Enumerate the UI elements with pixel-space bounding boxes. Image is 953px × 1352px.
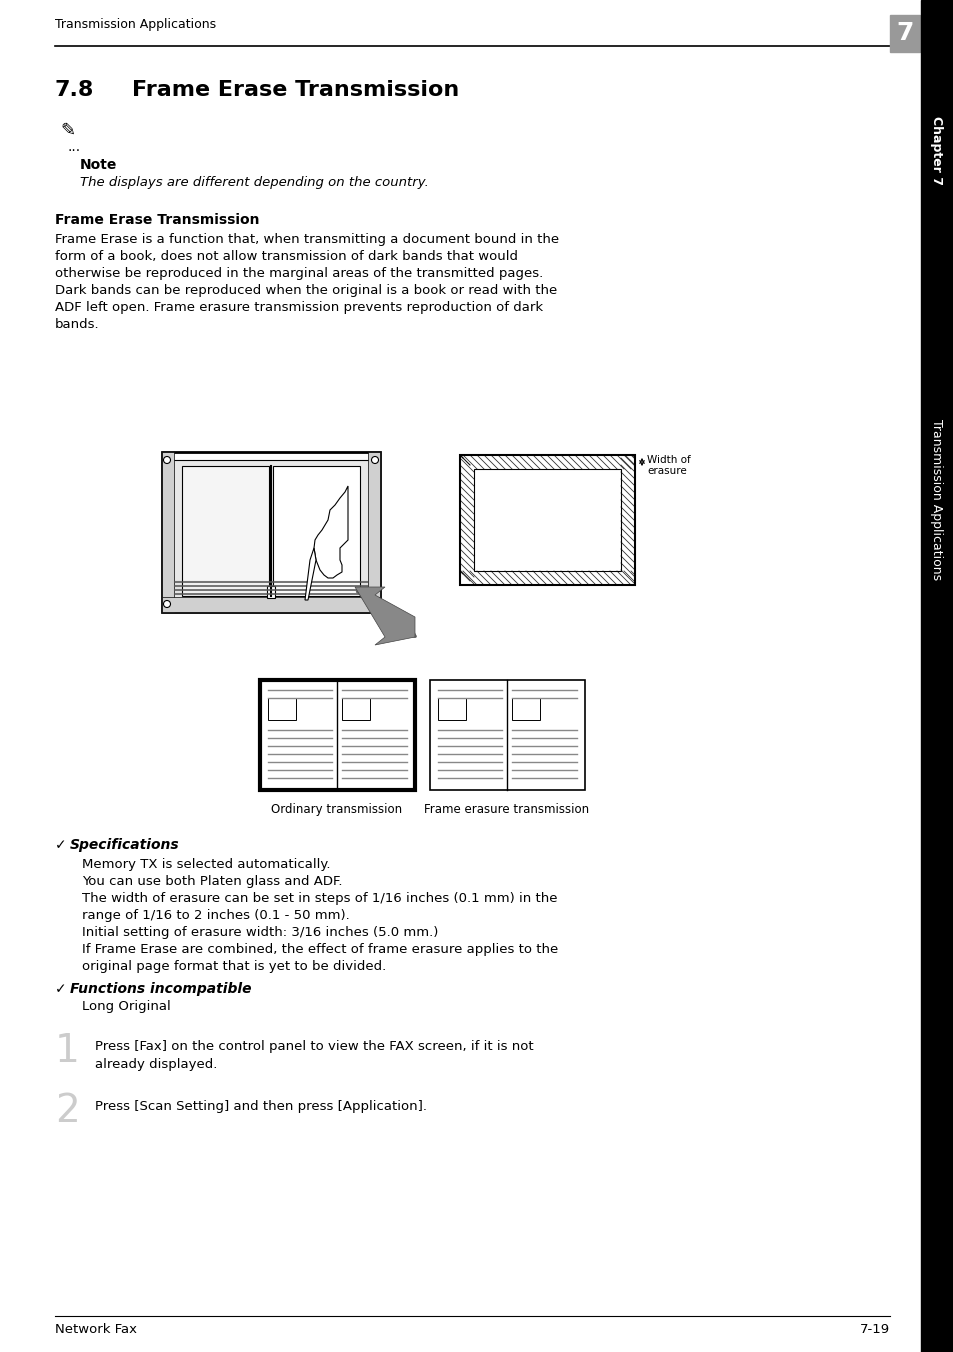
Text: Long Original: Long Original xyxy=(82,1000,171,1013)
Polygon shape xyxy=(314,485,348,579)
Bar xyxy=(920,0,953,1352)
Bar xyxy=(474,469,620,571)
Text: Transmission Applications: Transmission Applications xyxy=(55,18,216,31)
Circle shape xyxy=(163,600,171,607)
Text: ADF left open. Frame erasure transmission prevents reproduction of dark: ADF left open. Frame erasure transmissio… xyxy=(55,301,542,314)
Bar xyxy=(172,460,370,600)
Text: The displays are different depending on the country.: The displays are different depending on … xyxy=(80,176,429,189)
Bar xyxy=(341,698,370,721)
Bar xyxy=(267,585,274,598)
Text: Frame Erase Transmission: Frame Erase Transmission xyxy=(55,214,259,227)
Text: ✓: ✓ xyxy=(55,838,67,852)
Circle shape xyxy=(163,457,171,464)
Text: Network Fax: Network Fax xyxy=(55,1324,137,1336)
Text: Ordinary transmission: Ordinary transmission xyxy=(272,803,402,817)
Text: Transmission Applications: Transmission Applications xyxy=(929,419,943,580)
Bar xyxy=(260,680,415,790)
Bar xyxy=(368,452,379,612)
Circle shape xyxy=(371,457,378,464)
Bar xyxy=(889,15,919,51)
Text: 7: 7 xyxy=(896,22,913,45)
Text: bands.: bands. xyxy=(55,318,99,331)
Bar xyxy=(437,698,465,721)
Text: Specifications: Specifications xyxy=(70,838,179,852)
Text: form of a book, does not allow transmission of dark bands that would: form of a book, does not allow transmiss… xyxy=(55,250,517,264)
Text: Press [Fax] on the control panel to view the FAX screen, if it is not: Press [Fax] on the control panel to view… xyxy=(95,1040,533,1053)
Text: original page format that is yet to be divided.: original page format that is yet to be d… xyxy=(82,960,386,973)
Text: 2: 2 xyxy=(55,1092,80,1130)
Text: ...: ... xyxy=(68,141,81,154)
Text: Initial setting of erasure width: 3/16 inches (5.0 mm.): Initial setting of erasure width: 3/16 i… xyxy=(82,926,438,940)
Bar xyxy=(512,698,539,721)
Polygon shape xyxy=(305,548,315,600)
Text: Note: Note xyxy=(80,158,117,172)
Text: If Frame Erase are combined, the effect of frame erasure applies to the: If Frame Erase are combined, the effect … xyxy=(82,942,558,956)
Bar xyxy=(268,698,295,721)
Text: Width of: Width of xyxy=(646,456,690,465)
Text: erasure: erasure xyxy=(646,466,686,476)
Text: Functions incompatible: Functions incompatible xyxy=(70,982,252,996)
Text: Press [Scan Setting] and then press [Application].: Press [Scan Setting] and then press [App… xyxy=(95,1101,427,1113)
Text: Memory TX is selected automatically.: Memory TX is selected automatically. xyxy=(82,859,330,871)
Text: 7.8: 7.8 xyxy=(55,80,94,100)
Bar xyxy=(430,680,584,790)
Text: 7-19: 7-19 xyxy=(859,1324,889,1336)
Text: Frame erasure transmission: Frame erasure transmission xyxy=(424,803,589,817)
Text: Chapter 7: Chapter 7 xyxy=(929,115,943,184)
Text: Frame Erase is a function that, when transmitting a document bound in the: Frame Erase is a function that, when tra… xyxy=(55,233,558,246)
Bar xyxy=(162,452,173,612)
Text: Dark bands can be reproduced when the original is a book or read with the: Dark bands can be reproduced when the or… xyxy=(55,284,557,297)
Bar xyxy=(162,598,379,612)
Text: ✎: ✎ xyxy=(60,122,75,141)
Text: You can use both Platen glass and ADF.: You can use both Platen glass and ADF. xyxy=(82,875,342,888)
Text: Frame Erase Transmission: Frame Erase Transmission xyxy=(132,80,458,100)
Bar xyxy=(273,466,359,596)
Text: otherwise be reproduced in the marginal areas of the transmitted pages.: otherwise be reproduced in the marginal … xyxy=(55,266,542,280)
Bar xyxy=(162,452,379,612)
Text: range of 1/16 to 2 inches (0.1 - 50 mm).: range of 1/16 to 2 inches (0.1 - 50 mm). xyxy=(82,909,350,922)
Text: 1: 1 xyxy=(55,1032,80,1069)
Text: The width of erasure can be set in steps of 1/16 inches (0.1 mm) in the: The width of erasure can be set in steps… xyxy=(82,892,557,904)
Polygon shape xyxy=(355,587,415,645)
Circle shape xyxy=(371,600,378,607)
Text: already displayed.: already displayed. xyxy=(95,1059,217,1071)
Bar xyxy=(182,466,269,596)
Bar xyxy=(459,456,635,585)
Text: ✓: ✓ xyxy=(55,982,67,996)
